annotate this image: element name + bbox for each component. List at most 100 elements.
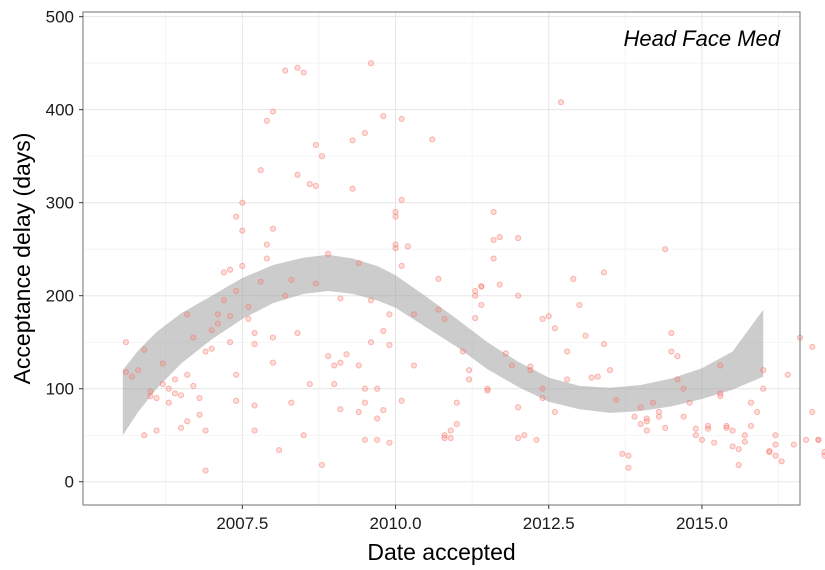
data-point [202,348,209,355]
data-point [294,64,301,71]
data-point [576,301,583,309]
x-axis: 2007.5 2010.0 2012.5 2015.0 [216,505,728,533]
data-point [625,452,632,459]
data-point [178,392,185,399]
data-point [386,439,393,446]
data-point [551,408,558,416]
data-point [557,99,565,106]
data-point [196,411,203,418]
data-point [453,399,460,406]
data-point [288,399,295,406]
data-point [729,443,736,450]
data-point [374,436,381,443]
x-axis-title: Date accepted [367,539,515,565]
y-axis-title: Acceptance delay (days) [9,133,35,385]
data-point [239,262,246,269]
data-point [288,276,295,283]
data-point [220,269,227,276]
data-point [668,329,675,336]
data-point [380,113,387,120]
data-point [490,255,497,262]
data-point [294,171,301,178]
data-point [282,67,289,74]
data-point [674,376,681,383]
data-point [760,367,767,374]
data-point [515,234,522,242]
data-point [698,436,705,443]
data-point [361,129,368,136]
data-point [515,434,522,442]
data-point [178,424,185,431]
data-point [643,427,650,434]
data-point [668,348,675,355]
data-point [717,393,724,400]
data-point [245,303,252,310]
data-point [361,385,368,392]
data-point [521,432,528,439]
data-point [490,236,497,243]
data-point [398,196,405,203]
data-point [208,327,215,334]
data-point [355,260,362,267]
data-point [165,385,172,392]
data-point [122,368,129,376]
data-point [355,408,362,416]
data-point [741,432,748,439]
data-point [159,360,166,367]
data-point [588,374,595,381]
data-point [184,311,191,318]
data-point [355,362,362,369]
data-point [613,396,620,403]
data-point [398,115,405,123]
data-point [269,225,277,232]
data-point [735,461,742,469]
data-point [196,394,203,402]
data-point [361,436,368,443]
data-point [159,381,166,388]
data-point [533,436,540,443]
data-point [809,343,816,350]
data-point [508,362,516,369]
x-tick-label: 2007.5 [216,514,268,533]
data-point [600,341,607,348]
data-point [447,434,454,442]
smooth-band-layer [122,254,764,436]
data-point [380,328,387,335]
data-point [410,362,417,369]
data-point [233,288,240,295]
y-tick-label: 0 [65,473,74,492]
data-point [551,325,558,332]
y-tick-label: 500 [46,8,74,27]
data-point [637,404,644,411]
data-point [772,441,779,448]
data-point [337,406,344,413]
data-point [606,367,614,374]
data-point [392,208,399,216]
data-point [674,353,681,360]
data-point [263,117,270,124]
data-point [331,362,338,369]
data-point [337,295,344,302]
data-point [251,329,258,336]
data-point [643,415,650,422]
data-point [619,450,626,457]
data-point [496,281,503,288]
data-point [190,382,197,389]
y-axis: 0 100 200 300 400 500 [46,8,83,492]
data-point [398,397,405,404]
data-point [374,385,381,392]
data-point [600,269,607,276]
data-point [435,275,442,283]
data-point [564,376,571,383]
data-point [484,387,491,394]
data-point [251,341,258,348]
data-point [459,348,466,355]
data-point [662,246,669,253]
data-point [202,427,209,434]
data-point [361,399,368,406]
data-point [539,385,546,392]
data-point [649,399,656,406]
data-point [478,301,485,309]
data-point [349,185,356,192]
data-point [386,311,393,318]
